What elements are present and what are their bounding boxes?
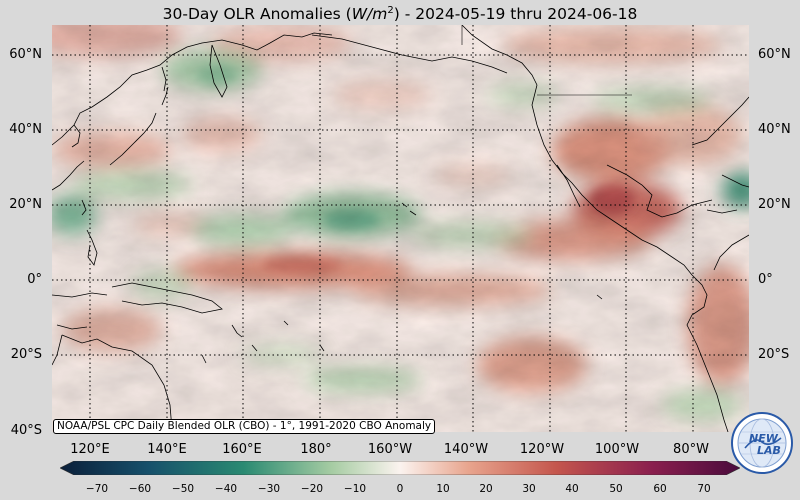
colorbar-tick: 0	[396, 483, 404, 495]
colorbar-tick: 60	[653, 483, 667, 495]
colorbar-tick: −60	[128, 483, 152, 495]
colorbar	[60, 461, 740, 475]
logo-text-bottom: LAB	[757, 444, 781, 457]
title-unit: W/m	[351, 5, 388, 24]
globe-icon: NEW LAB	[731, 412, 793, 474]
newlab-logo[interactable]: NEW LAB	[731, 412, 793, 474]
lat-label-left-40n: 40°N	[9, 122, 42, 137]
coastlines	[52, 25, 749, 432]
lon-label-120w: 120°W	[519, 442, 565, 457]
lat-label-right-20s: 20°S	[758, 347, 790, 362]
colorbar-tick: −70	[85, 483, 109, 495]
map-canvas	[52, 25, 749, 432]
colorbar-gradient	[60, 461, 740, 475]
colorbar-tick: 40	[565, 483, 579, 495]
colorbar-tick: −20	[300, 483, 324, 495]
lat-label-left-20n: 20°N	[9, 197, 42, 212]
gridlines	[52, 25, 749, 432]
source-note: NOAA/PSL CPC Daily Blended OLR (CBO) - 1…	[53, 419, 436, 434]
colorbar-tick: −10	[343, 483, 367, 495]
colorbar-tick: 30	[522, 483, 536, 495]
olr-anomaly-map[interactable]	[52, 25, 749, 432]
lon-label-140w: 140°W	[443, 442, 489, 457]
lat-label-right-60n: 60°N	[758, 47, 791, 62]
lat-label-right-20n: 20°N	[758, 197, 791, 212]
lon-label-80w: 80°W	[673, 442, 709, 457]
colorbar-tick: −40	[214, 483, 238, 495]
chart-title: 30-Day OLR Anomalies (W/m2) - 2024-05-19…	[0, 0, 800, 25]
lon-label-180: 180°	[300, 442, 332, 457]
lat-label-left-60n: 60°N	[9, 47, 42, 62]
colorbar-tick: 50	[609, 483, 623, 495]
lat-label-left-20s: 20°S	[10, 347, 42, 362]
colorbar-tick: −50	[171, 483, 195, 495]
anomaly-texture	[52, 25, 749, 432]
title-suffix: ) - 2024-05-19 thru 2024-06-18	[393, 5, 638, 24]
lon-label-120e: 120°E	[70, 442, 110, 457]
lon-label-160w: 160°W	[367, 442, 413, 457]
lat-label-right-eq: 0°	[758, 272, 773, 287]
lon-label-160e: 160°E	[222, 442, 262, 457]
colorbar-tick: 10	[436, 483, 450, 495]
lat-label-left-eq: 0°	[27, 272, 42, 287]
lat-label-left-40s: 40°S	[10, 423, 42, 438]
title-unit-exponent: 2	[387, 5, 394, 16]
title-prefix: 30-Day OLR Anomalies (	[162, 5, 352, 24]
colorbar-tick: 20	[479, 483, 493, 495]
colorbar-tick: 70	[697, 483, 711, 495]
colorbar-tick: −30	[257, 483, 281, 495]
logo-text-top: NEW	[749, 432, 779, 445]
lat-label-right-40n: 40°N	[758, 122, 791, 137]
lon-label-140e: 140°E	[147, 442, 187, 457]
lon-label-100w: 100°W	[594, 442, 640, 457]
